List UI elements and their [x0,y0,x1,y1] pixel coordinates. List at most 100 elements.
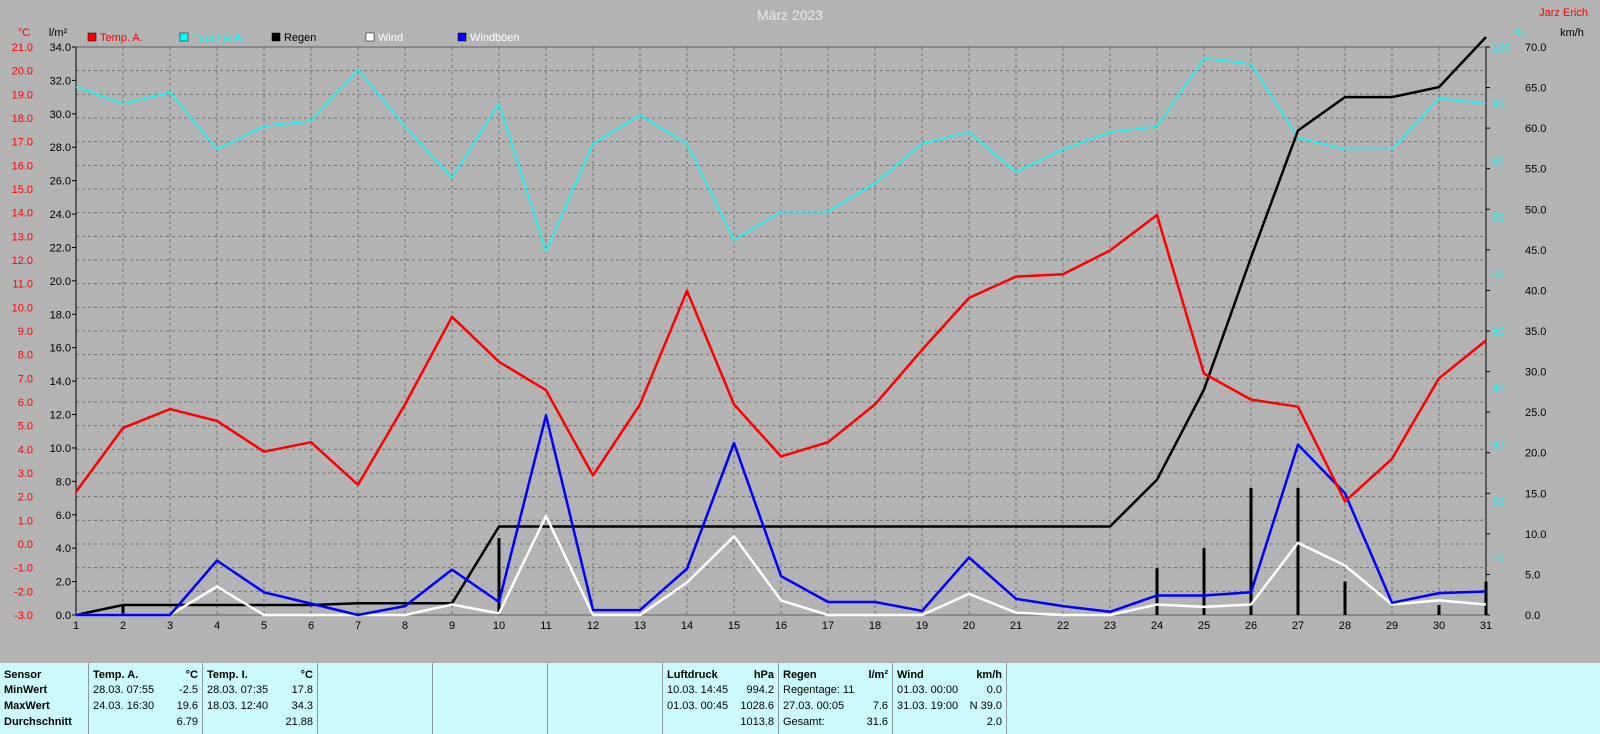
temp-tick-label: 11.0 [12,279,33,291]
wind-tick-label: 70.0 [1525,42,1546,54]
temp-tick-label: 20.0 [12,66,33,78]
regen-total-val: 31.6 [866,716,888,728]
x-tick-label: 10 [493,620,505,632]
legend-label: Wind [378,32,403,44]
temp-tick-label: 5.0 [18,421,33,433]
temp-tick-label: 4.0 [18,444,33,456]
rain-tick-label: 16.0 [50,343,71,355]
wind-tick-label: 65.0 [1525,83,1546,95]
avg-row-label: Durchschnitt [4,716,72,728]
wind-tick-label: 15.0 [1525,488,1546,500]
legend-swatch [457,32,467,42]
sensor-header: Sensor [4,669,42,681]
series-lines [74,36,1487,617]
rain-tick-label: 14.0 [50,376,71,388]
temp-tick-label: 7.0 [18,373,33,385]
x-tick-label: 26 [1245,620,1257,632]
x-tick-label: 28 [1339,620,1351,632]
temp-tick-label: 18.0 [12,113,33,125]
statistics-table: Sensor MinWert MaxWert Durchschnitt Temp… [0,663,1600,734]
x-tick-label: 6 [308,620,314,632]
col-luftdruck: Luftdruck hPa 10.03. 14:45 994.2 01.03. 00… [663,663,779,734]
x-tick-label: 24 [1151,620,1163,632]
x-tick-label: 12 [587,620,599,632]
series-line-temp-a [74,213,1487,503]
x-tick-label: 13 [634,620,646,632]
max-row-label: MaxWert [4,700,50,712]
regen-unit: l/m² [868,669,888,681]
legend-swatch [271,32,281,42]
rain-axis-unit: l/m² [49,27,68,39]
wind-tick-label: 25.0 [1525,407,1546,419]
temp-a-avg: 6.79 [176,716,198,728]
wind-tick-label: 60.0 [1525,123,1546,135]
luftdruck-header: Luftdruck [667,669,718,681]
x-tick-label: 21 [1010,620,1022,632]
rain-tick-label: 4.0 [56,543,71,555]
temp-i-min-val: 17.8 [291,684,313,696]
temp-i-min-time: 28.03. 07:35 [207,684,269,696]
wind-axis-unit: km/h [1560,27,1584,39]
rain-tick-label: 6.0 [56,510,71,522]
regen-max-val: 7.6 [872,700,888,712]
humidity-tick-label: 90 [1492,99,1504,111]
temp-tick-label: 10.0 [12,302,33,314]
rain-tick-label: 24.0 [50,209,71,221]
regen-max-time: 27.03. 00:05 [783,700,845,712]
series-line-windb-en [76,414,1487,617]
x-tick-label: 19 [916,620,928,632]
wind-header: Wind [897,669,924,681]
wind-tick-label: 30.0 [1525,367,1546,379]
luftdruck-min-val: 994.2 [746,684,774,696]
temp-tick-label: 19.0 [12,89,33,101]
luftdruck-min-time: 10.03. 14:45 [667,684,729,696]
regen-days: Regentage: 11 [783,684,855,696]
wind-tick-label: 40.0 [1525,285,1546,297]
series-line-wind [76,514,1487,617]
rain-tick-label: 18.0 [50,309,71,321]
wind-avg: 2.0 [986,716,1002,728]
rain-tick-label: 26.0 [50,176,71,188]
x-tick-label: 11 [540,620,551,632]
luftdruck-avg: 1013.8 [740,716,774,728]
x-tick-label: 29 [1386,620,1398,632]
rain-tick-label: 8.0 [56,476,71,488]
series-line-feuchte-a [75,57,1487,253]
wind-max-time: 31.03. 19:00 [897,700,959,712]
x-tick-label: 31 [1480,620,1492,632]
x-tick-label: 27 [1292,620,1304,632]
rain-tick-label: 20.0 [50,276,71,288]
x-tick-label: 18 [869,620,881,632]
wind-tick-label: 50.0 [1525,204,1546,216]
col-wind: Wind km/h 01.03. 00:00 0.0 31.03. 19:00 N 3… [893,663,1007,734]
legend-label: Temp. A. [100,32,143,44]
humidity-tick-label: 40 [1492,383,1504,395]
legend-label: Windböen [470,32,520,44]
x-tick-label: 25 [1198,620,1210,632]
col-temp-a: Temp. A. °C 28.03. 07:55 -2.5 24.03. 16:30… [89,663,203,734]
temp-tick-label: -1.0 [14,563,33,575]
x-tick-label: 15 [728,620,740,632]
legend-label: Regen [284,32,316,44]
temp-tick-label: 8.0 [18,350,33,362]
regen-total-label: Gesamt: [783,716,825,728]
humidity-tick-label: 20 [1492,496,1504,508]
axes: 21.020.019.018.017.016.015.014.013.012.0… [12,42,1547,632]
temp-a-max-time: 24.03. 16:30 [93,700,155,712]
x-tick-label: 4 [214,620,220,632]
temp-a-min-val: -2.5 [179,684,198,696]
rain-tick-label: 10.0 [50,443,71,455]
x-tick-label: 30 [1433,620,1445,632]
wind-min-time: 01.03. 00:00 [897,684,959,696]
temp-a-unit: °C [185,669,198,681]
legend-swatch [179,32,189,42]
wind-max-val: N 39.0 [969,700,1002,712]
luftdruck-max-val: 1028.6 [740,700,774,712]
wind-unit: km/h [976,669,1002,681]
wind-tick-label: 10.0 [1525,529,1546,541]
humidity-tick-label: 100 [1492,42,1510,54]
series-line-regen [75,36,1487,617]
rain-tick-label: 28.0 [50,142,71,154]
temp-tick-label: 9.0 [18,326,33,338]
weather-chart: März 2023 Jarz Erich °C l/m² % km/h Temp… [11,7,1588,632]
